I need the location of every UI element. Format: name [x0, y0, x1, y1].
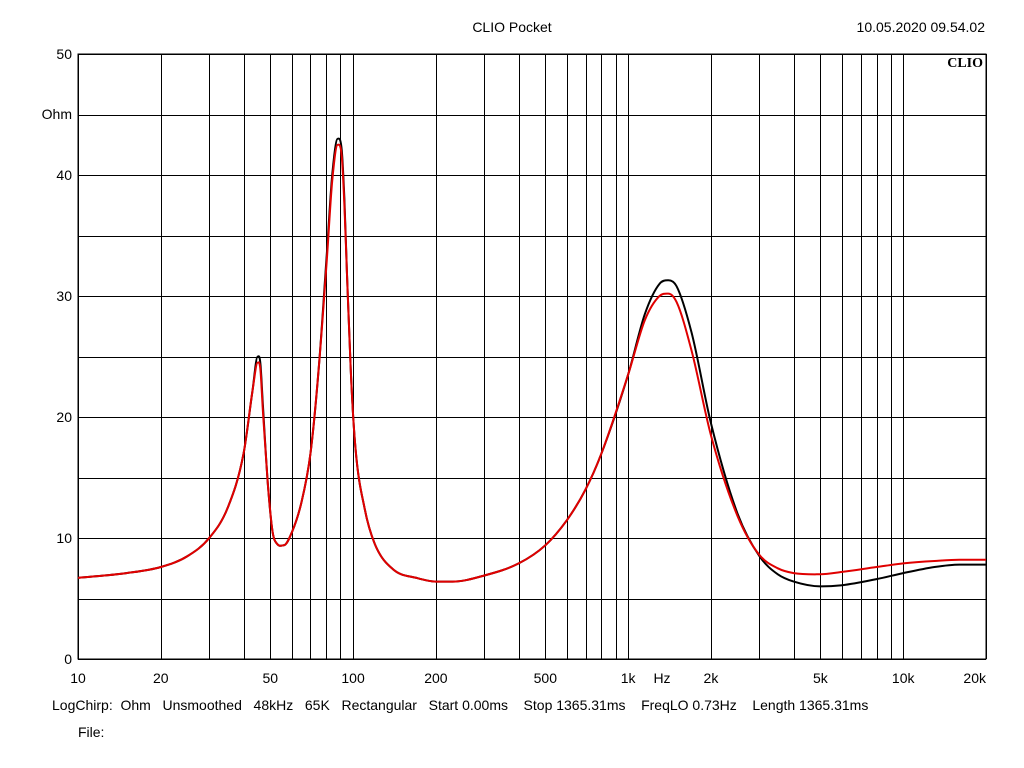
x-tick-label: 10k: [892, 670, 916, 686]
y-tick-label: 30: [56, 288, 72, 304]
measurement-info: LogChirp: Ohm Unsmoothed 48kHz 65K Recta…: [52, 697, 869, 713]
data-series: [77, 137, 987, 588]
x-tick-label: 5k: [813, 670, 829, 686]
y-tick-label: 10: [56, 530, 72, 546]
series-line-red: [77, 143, 987, 583]
clio-logo: CLIO: [947, 56, 983, 71]
x-tick-label: 50: [262, 670, 278, 686]
x-tick-label: 500: [534, 670, 558, 686]
x-tick-label: 20k: [963, 670, 987, 686]
x-tick-label: 200: [424, 670, 448, 686]
x-tick-label: 1k: [621, 670, 637, 686]
file-label: File:: [78, 724, 105, 740]
y-tick-label: 40: [56, 167, 72, 183]
x-axis-label: Hz: [653, 670, 670, 686]
x-tick-label: 2k: [704, 670, 720, 686]
chart-title: CLIO Pocket: [472, 19, 551, 35]
x-tick-label: 20: [153, 670, 169, 686]
y-tick-label: 0: [64, 651, 72, 667]
y-axis-label: Ohm: [42, 106, 72, 122]
y-tick-labels: 0 10 20 30 40 50: [56, 46, 72, 667]
x-tick-labels: 10 20 50 100 200 500 1k 2k 5k 10k 20k: [70, 670, 987, 686]
y-tick-label: 50: [56, 46, 72, 62]
plot-grid: [78, 54, 987, 660]
plot-frame: [77, 53, 987, 660]
x-tick-label: 10: [70, 670, 86, 686]
timestamp: 10.05.2020 09.54.02: [857, 19, 986, 35]
x-tick-label: 100: [341, 670, 365, 686]
y-tick-label: 20: [56, 409, 72, 425]
series-line-black: [77, 137, 986, 588]
